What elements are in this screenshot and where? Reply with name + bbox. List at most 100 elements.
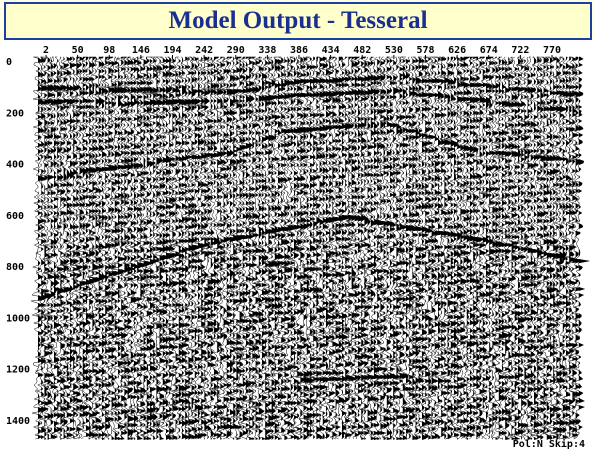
trace-fill — [300, 57, 309, 440]
trace — [66, 56, 80, 440]
x-label: 722 — [511, 45, 529, 56]
x-label: 2 — [43, 45, 49, 56]
trace — [499, 56, 512, 440]
trace — [466, 56, 485, 440]
x-label: 434 — [322, 45, 340, 56]
trace-fill — [450, 57, 458, 440]
trace — [34, 56, 50, 440]
trace — [473, 56, 486, 440]
y-label: 1000 — [6, 313, 30, 324]
trace-fill — [505, 57, 512, 440]
x-label: 626 — [448, 45, 466, 56]
trace — [134, 56, 149, 440]
trace — [178, 56, 193, 440]
trace — [403, 56, 417, 440]
status-text: Pol:N Skip:4 — [513, 438, 585, 449]
trace — [422, 56, 437, 440]
trace-fill — [482, 57, 489, 440]
trace — [208, 56, 223, 440]
x-label: 386 — [290, 45, 308, 56]
trace — [435, 56, 453, 440]
trace — [79, 56, 94, 440]
trace — [358, 56, 373, 440]
trace — [137, 56, 154, 440]
trace — [274, 56, 290, 440]
trace-fill — [150, 57, 158, 440]
trace — [480, 56, 494, 440]
trace-fill — [412, 57, 421, 440]
trace-fill — [268, 57, 276, 440]
title-bar: Model Output - Tesseral — [4, 2, 592, 40]
trace-fill — [431, 57, 441, 440]
trace — [246, 56, 261, 440]
trace — [399, 56, 414, 440]
trace — [147, 56, 160, 440]
trace-fill — [73, 57, 79, 440]
trace — [540, 56, 556, 440]
trace-fill — [447, 57, 457, 440]
trace — [424, 56, 441, 440]
x-label: 482 — [353, 45, 371, 56]
trace — [265, 56, 279, 440]
trace — [389, 56, 403, 440]
trace — [457, 56, 471, 440]
trace — [92, 56, 105, 440]
trace-fill — [428, 57, 437, 440]
trace — [287, 56, 304, 440]
y-label: 1400 — [6, 416, 30, 427]
trace-fill — [367, 57, 374, 440]
x-label: 146 — [132, 45, 150, 56]
trace — [380, 56, 395, 440]
trace — [537, 56, 551, 440]
trace-fill — [201, 57, 207, 440]
trace-fill — [466, 57, 474, 440]
trace — [86, 56, 100, 440]
trace — [268, 56, 282, 440]
y-label: 800 — [6, 262, 24, 273]
trace — [374, 56, 393, 440]
trace-fill — [220, 57, 227, 440]
trace — [197, 56, 212, 440]
x-label: 338 — [258, 45, 276, 56]
trace — [319, 56, 334, 440]
trace — [371, 56, 386, 440]
trace — [560, 56, 572, 440]
trace-fill — [66, 57, 76, 440]
trace — [50, 56, 66, 440]
trace — [313, 56, 329, 440]
trace — [101, 56, 117, 440]
trace-fill — [226, 57, 234, 440]
trace-fill — [108, 57, 117, 440]
trace-fill — [556, 57, 564, 440]
trace — [191, 56, 206, 440]
trace — [530, 56, 546, 440]
x-label: 674 — [480, 45, 498, 56]
x-label: 194 — [163, 45, 181, 56]
trace-fill — [255, 57, 262, 440]
trace-fill — [210, 57, 218, 440]
trace — [476, 56, 490, 440]
trace-fill — [217, 57, 224, 440]
trace — [217, 56, 232, 440]
trace — [73, 56, 88, 440]
trace — [441, 56, 457, 440]
trace — [387, 56, 400, 440]
trace — [306, 56, 320, 440]
trace — [501, 56, 515, 440]
trace — [284, 56, 301, 440]
trace-fill — [130, 57, 137, 440]
trace — [486, 56, 499, 440]
trace-fill — [530, 57, 537, 440]
trace — [527, 56, 543, 440]
trace-fill — [534, 57, 543, 440]
trace-fill — [332, 57, 341, 440]
trace — [325, 56, 341, 440]
y-label: 200 — [6, 108, 24, 119]
trace — [124, 56, 138, 440]
trace — [54, 56, 67, 440]
trace-fill — [297, 57, 306, 440]
trace — [341, 56, 359, 440]
trace-fill — [543, 57, 550, 440]
trace-fill — [54, 57, 62, 440]
trace-fill — [258, 57, 266, 440]
